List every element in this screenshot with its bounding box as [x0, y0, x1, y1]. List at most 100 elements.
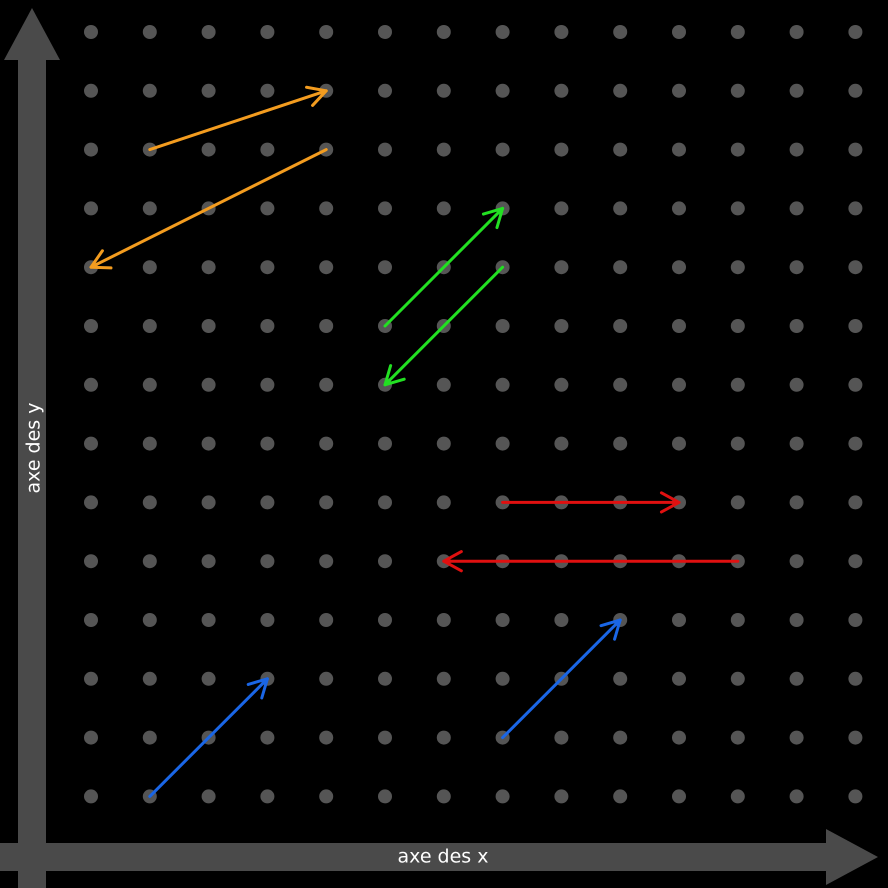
grid-dot — [730, 730, 745, 745]
grid-dot — [613, 671, 628, 686]
vector-head — [305, 85, 328, 107]
grid-dot — [789, 260, 804, 275]
grid-dot — [848, 377, 863, 392]
grid-dot — [142, 25, 157, 39]
grid-dot — [142, 377, 157, 392]
grid-dot — [495, 613, 510, 627]
grid-dot — [201, 260, 216, 275]
grid-dot — [613, 730, 628, 745]
grid-dot — [319, 789, 334, 804]
vector-head — [89, 249, 113, 270]
grid-dot — [378, 789, 392, 804]
grid-dot — [378, 25, 392, 39]
grid-dot — [84, 789, 98, 804]
vector-shaft — [383, 265, 505, 387]
grid-dot — [142, 83, 157, 98]
grid-dot — [848, 319, 863, 333]
grid-dot — [436, 671, 451, 686]
vector-head — [246, 677, 269, 700]
grid-dot — [730, 436, 745, 451]
grid-dot — [142, 495, 157, 510]
grid-dot — [142, 613, 157, 627]
grid-dot — [613, 319, 628, 333]
grid-dot — [848, 25, 863, 39]
grid-dot — [613, 260, 628, 275]
grid-dot — [378, 436, 392, 451]
grid-dot — [789, 142, 804, 157]
grid-dot — [789, 495, 804, 510]
vector-head — [659, 491, 681, 514]
grid-dot — [730, 201, 745, 216]
grid-dot — [554, 730, 569, 745]
grid-dot — [730, 83, 745, 98]
grid-dot — [789, 554, 804, 569]
grid-dot — [436, 436, 451, 451]
vector-arrow — [148, 677, 269, 798]
grid-dot — [201, 25, 216, 39]
grid-dot — [554, 319, 569, 333]
grid-dot — [201, 613, 216, 627]
grid-dot — [260, 377, 275, 392]
grid-dot — [84, 495, 98, 510]
grid-dot — [789, 436, 804, 451]
grid-dot — [260, 554, 275, 569]
grid-dot — [730, 142, 745, 157]
grid-dot — [201, 377, 216, 392]
grid-dot — [378, 142, 392, 157]
grid-dot — [672, 83, 686, 98]
grid-dot — [319, 25, 334, 39]
grid-dot — [730, 319, 745, 333]
grid-dot — [142, 201, 157, 216]
grid-dot — [730, 671, 745, 686]
grid-dot — [789, 201, 804, 216]
grid-dot — [613, 377, 628, 392]
vector-head — [383, 364, 406, 387]
grid-dot — [260, 495, 275, 510]
grid-dot — [84, 83, 98, 98]
grid-dot — [495, 671, 510, 686]
grid-dot — [378, 260, 392, 275]
grid-dot — [613, 83, 628, 98]
grid-dot — [672, 436, 686, 451]
grid-dot — [554, 201, 569, 216]
grid-dot — [84, 730, 98, 745]
grid-dot — [436, 83, 451, 98]
grid-dot — [848, 201, 863, 216]
grid-dot — [672, 730, 686, 745]
grid-dot — [789, 613, 804, 627]
grid-dot — [84, 25, 98, 39]
grid-dot — [495, 83, 510, 98]
grid-dot — [260, 319, 275, 333]
grid-dot — [84, 613, 98, 627]
grid-dot — [848, 613, 863, 627]
grid-dot — [672, 377, 686, 392]
grid-dot — [201, 142, 216, 157]
grid-dot — [672, 671, 686, 686]
vector-arrow — [501, 491, 681, 514]
grid-dot — [319, 377, 334, 392]
grid-dot — [789, 730, 804, 745]
grid-dot — [672, 201, 686, 216]
x-axis-head — [826, 829, 878, 885]
grid-dot — [789, 789, 804, 804]
y-axis-shaft — [18, 58, 46, 888]
grid-dot — [378, 83, 392, 98]
grid-dot — [672, 142, 686, 157]
grid-dot — [84, 436, 98, 451]
grid-dot — [319, 730, 334, 745]
grid-dot — [319, 671, 334, 686]
vector-head — [442, 550, 463, 573]
x-axis-label: axe des x — [398, 846, 489, 868]
grid-dot — [319, 260, 334, 275]
grid-dot — [848, 671, 863, 686]
grid-dot — [554, 260, 569, 275]
grid-dot — [495, 25, 510, 39]
grid-dot — [789, 319, 804, 333]
grid-dot — [789, 377, 804, 392]
vector-shaft — [383, 206, 505, 328]
grid-dot — [672, 319, 686, 333]
grid-dot — [84, 671, 98, 686]
grid-dot — [730, 377, 745, 392]
